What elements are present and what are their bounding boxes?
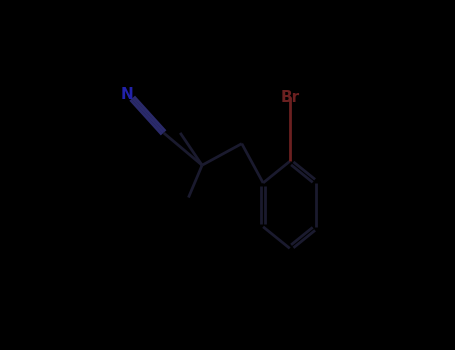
Text: Br: Br [280, 90, 299, 105]
Text: N: N [121, 88, 134, 103]
